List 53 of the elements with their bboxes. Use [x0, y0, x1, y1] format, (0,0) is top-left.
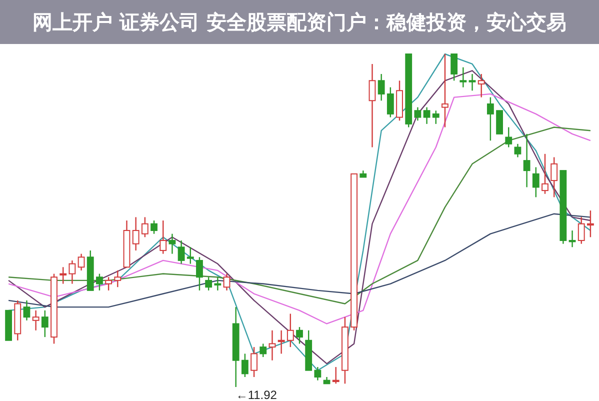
candlestick	[268, 330, 276, 361]
candlestick	[478, 73, 485, 98]
candlestick	[205, 276, 212, 292]
candlestick	[378, 73, 385, 102]
candlestick	[368, 63, 376, 148]
candlestick	[496, 110, 503, 134]
candlestick	[178, 240, 185, 264]
candlestick	[223, 273, 230, 292]
candlestick	[587, 210, 594, 238]
candlestick	[260, 343, 267, 358]
candlestick	[23, 300, 30, 321]
candlestick	[150, 220, 158, 234]
candlestick	[568, 230, 576, 248]
candlestick	[68, 260, 76, 284]
candlestick	[386, 86, 394, 118]
candlestick	[505, 126, 512, 148]
candlestick	[114, 270, 122, 288]
candlestick	[96, 273, 103, 292]
candlestick	[468, 73, 476, 92]
candlestick	[196, 256, 203, 292]
candlestick	[286, 313, 294, 348]
candlestick	[550, 156, 558, 198]
candlestick	[41, 310, 48, 338]
candlestick	[450, 53, 458, 82]
candlestick	[141, 216, 148, 238]
candlestick	[32, 310, 40, 331]
candlestick	[186, 246, 194, 264]
candlestick	[214, 276, 222, 292]
candlestick	[523, 133, 530, 188]
candlestick	[241, 353, 248, 378]
candlestick	[332, 366, 340, 384]
candlestick	[532, 166, 540, 198]
candlestick	[486, 96, 494, 142]
candlestick	[442, 53, 448, 128]
candlestick	[278, 330, 285, 354]
chart-title: 网上开户 证券公司 安全股票配资门户：稳健投资，安心交易	[32, 10, 566, 34]
candlestick	[414, 106, 422, 122]
candlestick	[578, 216, 585, 244]
candlestick	[105, 276, 112, 292]
candlestick	[132, 216, 140, 252]
text: ←11.92	[236, 388, 278, 401]
candlestick	[460, 66, 467, 88]
candlestick	[542, 153, 548, 194]
candlestick	[250, 346, 258, 378]
candlestick	[514, 143, 522, 158]
candlestick	[296, 326, 303, 344]
candlestick	[423, 106, 430, 125]
candlestick	[160, 220, 167, 254]
candlestick	[432, 110, 440, 125]
candlestick	[60, 266, 67, 284]
candlestick	[78, 253, 85, 272]
candlestick	[168, 233, 176, 254]
candlestick	[314, 366, 322, 381]
